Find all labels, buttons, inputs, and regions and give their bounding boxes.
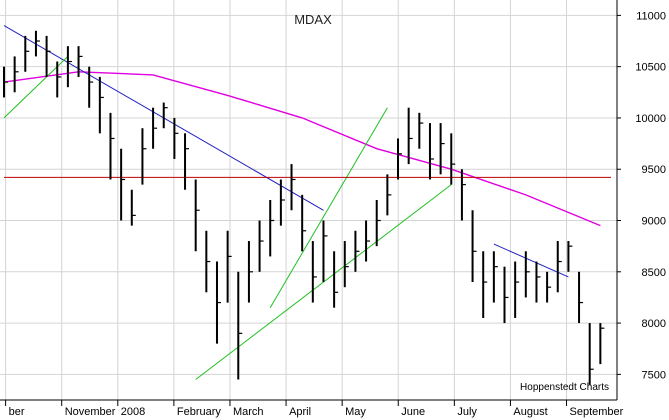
- x-tick-label: 2008: [121, 406, 145, 418]
- x-tick-label: April: [289, 406, 311, 418]
- x-tick-label: November: [65, 406, 116, 418]
- source-note: Hoppenstedt Charts: [520, 382, 609, 393]
- moving-average-line: [3, 71, 601, 227]
- x-tick-label: August: [513, 406, 547, 418]
- axis-labels: 7500 8000 8500 9000 9500 10000 10500 11000 ber No…: [9, 10, 666, 418]
- downtrend-line: [493, 243, 569, 278]
- y-tick-label: 10000: [635, 113, 666, 125]
- x-tick-label: September: [570, 406, 624, 418]
- x-tick-label: February: [177, 406, 222, 418]
- x-tick-label: March: [233, 406, 264, 418]
- grid: [0, 0, 617, 400]
- chart-title: MDAX: [294, 12, 332, 27]
- x-tick-label: ber: [9, 406, 25, 418]
- x-tick-label: May: [345, 406, 366, 418]
- y-tick-label: 7500: [642, 369, 666, 381]
- x-tick-label: June: [401, 406, 425, 418]
- price-bars: [3, 30, 605, 385]
- y-tick-label: 9500: [642, 164, 666, 176]
- y-tick-label: 11000: [636, 10, 666, 22]
- y-tick-label: 10500: [635, 62, 666, 74]
- uptrend-line: [269, 107, 388, 308]
- y-tick-label: 8000: [642, 318, 666, 330]
- x-tick-label: July: [457, 406, 477, 418]
- y-tick-label: 8500: [642, 267, 666, 279]
- y-tick-label: 9000: [642, 216, 666, 228]
- axes: [0, 0, 621, 406]
